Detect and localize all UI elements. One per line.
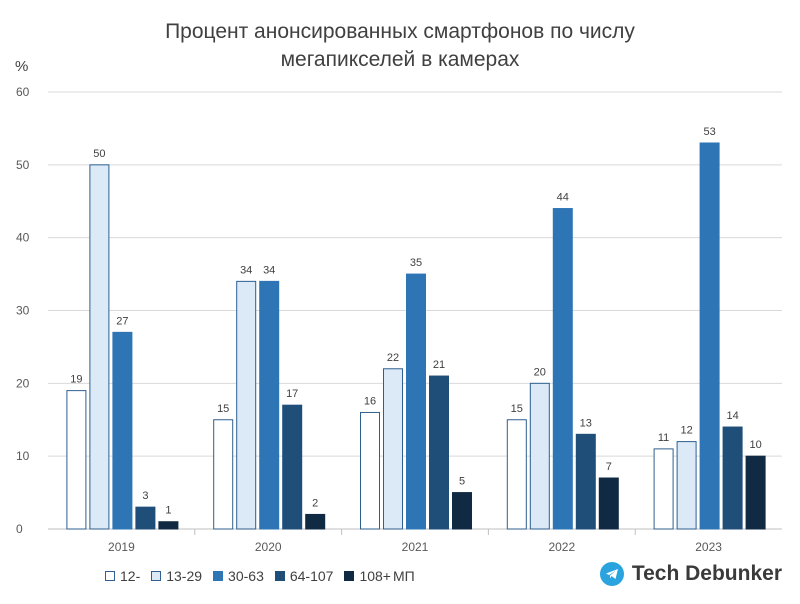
- bar-2019-64-107: [135, 506, 156, 530]
- chart-title-line-1: Процент анонсированных смартфонов по чис…: [165, 20, 635, 43]
- y-tick-label-60: 60: [16, 85, 30, 99]
- bar-2019-30-63: [112, 331, 133, 530]
- data-label-2020-108+: 2: [312, 497, 318, 509]
- legend-item-108: 108+ МП: [344, 568, 415, 584]
- bar-2022-13-29: [529, 382, 550, 530]
- telegram-icon: [599, 562, 624, 586]
- data-label-2019-30-63: 27: [116, 315, 128, 327]
- bar-2023-12-: [653, 448, 674, 530]
- bar-2021-64-107: [429, 375, 449, 530]
- data-label-2020-13-29: 34: [240, 264, 252, 276]
- bar-2023-108+: [745, 455, 766, 530]
- bar-2021-12-: [360, 411, 380, 530]
- x-tick-label-2022: 2022: [548, 540, 575, 554]
- data-label-2020-64-107: 17: [286, 388, 298, 400]
- legend-swatch-108: [344, 571, 355, 581]
- legend-label-12: 12-: [120, 568, 141, 584]
- legend-item-30-63: 30-63: [213, 568, 264, 584]
- bar-2019-108+: [158, 521, 179, 530]
- legend-label-30-63: 30-63: [228, 568, 264, 584]
- data-label-2021-108+: 5: [459, 476, 465, 488]
- y-tick-label-50: 50: [16, 158, 30, 172]
- data-label-2019-12-: 19: [70, 374, 82, 386]
- data-label-2019-108+: 1: [165, 505, 171, 517]
- bar-2020-64-107: [282, 404, 303, 530]
- data-label-2023-64-107: 14: [726, 410, 738, 422]
- x-tick-label-2020: 2020: [255, 540, 282, 554]
- legend: 12- 13-29 30-63 64-107 108+ МП: [105, 568, 426, 584]
- legend-swatch-30-63: [213, 571, 224, 581]
- bar-2022-108+: [598, 477, 619, 530]
- x-tick-label-2019: 2019: [108, 540, 135, 554]
- bar-2022-64-107: [575, 433, 596, 530]
- brand-watermark: Tech Debunker: [599, 562, 782, 586]
- data-label-2022-108+: 7: [606, 461, 612, 473]
- legend-label-108: 108+: [359, 568, 391, 584]
- data-label-2022-64-107: 13: [580, 417, 592, 429]
- bar-2020-12-: [213, 419, 234, 530]
- data-label-2019-64-107: 3: [142, 490, 148, 502]
- legend-item-13-29: 13-29: [151, 568, 202, 584]
- data-label-2021-30-63: 35: [410, 257, 422, 269]
- chart-title: Процент анонсированных смартфонов по чис…: [0, 18, 800, 74]
- legend-item-64-107: 64-107: [274, 568, 334, 584]
- chart-title-line-2: мегапикселей в камерах: [280, 48, 520, 71]
- legend-unit-label: МП: [393, 568, 415, 584]
- bar-2022-30-63: [552, 208, 573, 530]
- legend-label-64-107: 64-107: [289, 568, 334, 584]
- bar-2020-30-63: [259, 280, 280, 530]
- bar-chart: 0 10 20 30 40 50 60 19 50 27 3 1 2019 15 34 34 17 2 2020 16…: [16, 85, 782, 554]
- bar-2021-108+: [452, 492, 472, 530]
- bar-2023-64-107: [722, 426, 743, 530]
- data-label-2023-30-63: 53: [703, 126, 715, 138]
- legend-swatch-13-29: [151, 571, 162, 581]
- y-axis-label: %: [15, 58, 29, 75]
- bar-2021-30-63: [406, 273, 426, 530]
- bar-2021-13-29: [383, 368, 403, 530]
- bar-2019-12-: [66, 390, 87, 530]
- y-tick-label-20: 20: [16, 376, 30, 390]
- data-label-2022-13-29: 20: [534, 366, 546, 378]
- data-label-2022-12-: 15: [511, 403, 523, 415]
- x-tick-label-2021: 2021: [402, 540, 429, 554]
- data-label-2020-12-: 15: [217, 403, 229, 415]
- y-tick-label-30: 30: [16, 304, 30, 318]
- bar-2023-13-29: [676, 441, 697, 530]
- brand-name: Tech Debunker: [631, 562, 782, 585]
- bar-2020-108+: [305, 513, 326, 530]
- data-label-2023-12-: 11: [658, 432, 669, 444]
- bar-2020-13-29: [236, 280, 257, 530]
- bar-2022-12-: [506, 419, 527, 530]
- legend-label-13-29: 13-29: [166, 568, 203, 584]
- data-label-2022-30-63: 44: [557, 192, 569, 204]
- data-label-2019-13-29: 50: [93, 148, 105, 160]
- y-tick-label-40: 40: [16, 231, 30, 245]
- y-tick-label-0: 0: [16, 522, 23, 536]
- bar-2023-30-63: [699, 142, 720, 530]
- bar-2019-13-29: [89, 164, 110, 530]
- data-label-2023-108+: 10: [749, 439, 761, 451]
- data-label-2021-12-: 16: [364, 395, 376, 407]
- x-tick-label-2023: 2023: [695, 540, 722, 554]
- legend-item-12: 12-: [105, 568, 140, 584]
- y-tick-label-10: 10: [16, 449, 30, 463]
- data-label-2021-64-107: 21: [433, 359, 445, 371]
- data-label-2021-13-29: 22: [387, 352, 399, 364]
- legend-swatch-12: [105, 571, 115, 581]
- data-label-2023-13-29: 12: [680, 425, 692, 437]
- data-label-2020-30-63: 34: [263, 264, 275, 276]
- legend-swatch-64-107: [274, 571, 285, 581]
